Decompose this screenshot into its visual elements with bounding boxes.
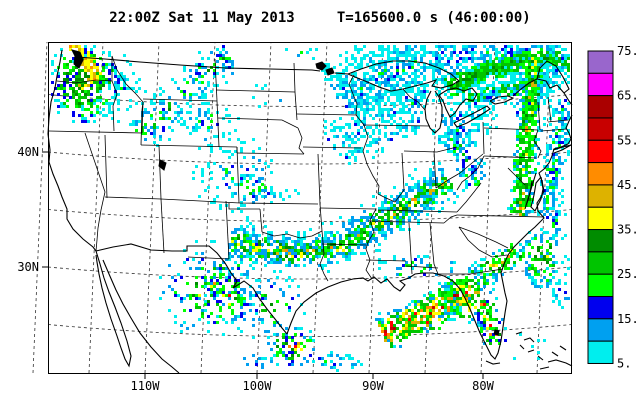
lon-label: 100W: [243, 379, 273, 393]
colorbar-cell: [587, 318, 614, 342]
colorbar-cell: [587, 273, 614, 298]
colorbar-cell: [587, 251, 614, 275]
colorbar-label: 15.: [617, 312, 639, 326]
colorbar-cell: [587, 184, 614, 208]
lat-label: 30N: [17, 260, 39, 274]
lon-label: 110W: [131, 379, 161, 393]
colorbar-label: 55.: [617, 133, 639, 147]
colorbar-label: 75.: [617, 44, 639, 58]
axis-labels: 40N 30N 110W 100W 90W 80W: [17, 145, 494, 393]
map-frame: [48, 42, 572, 374]
plot-title: 22:00Z Sat 11 May 2013 T=165600.0 s (46:…: [109, 10, 531, 26]
colorbar-cell: [587, 206, 614, 231]
map-outlines: [47, 49, 573, 374]
colorbar-cell: [587, 139, 614, 164]
lon-label: 80W: [472, 379, 494, 393]
colorbar-cell: [587, 95, 614, 119]
colorbar-label: 5.: [617, 356, 631, 370]
colorbar-label: 65.: [617, 89, 639, 103]
colorbar-label: 45.: [617, 178, 639, 192]
colorbar-cell: [587, 162, 614, 186]
lon-label: 90W: [362, 379, 384, 393]
colorbar-label: 25.: [617, 267, 639, 281]
colorbar: 75. 65. 55. 45. 35. 25. 15. 5.: [587, 44, 639, 370]
colorbar-cell: [587, 117, 614, 141]
colorbar-label: 35.: [617, 223, 639, 237]
colorbar-cell: [587, 229, 614, 253]
colorbar-cell: [587, 72, 614, 97]
colorbar-cell: [587, 340, 614, 364]
reflectivity-echoes: [51, 45, 570, 372]
colorbar-cell: [587, 50, 614, 74]
colorbar-cell: [587, 296, 614, 320]
lat-label: 40N: [17, 145, 39, 159]
